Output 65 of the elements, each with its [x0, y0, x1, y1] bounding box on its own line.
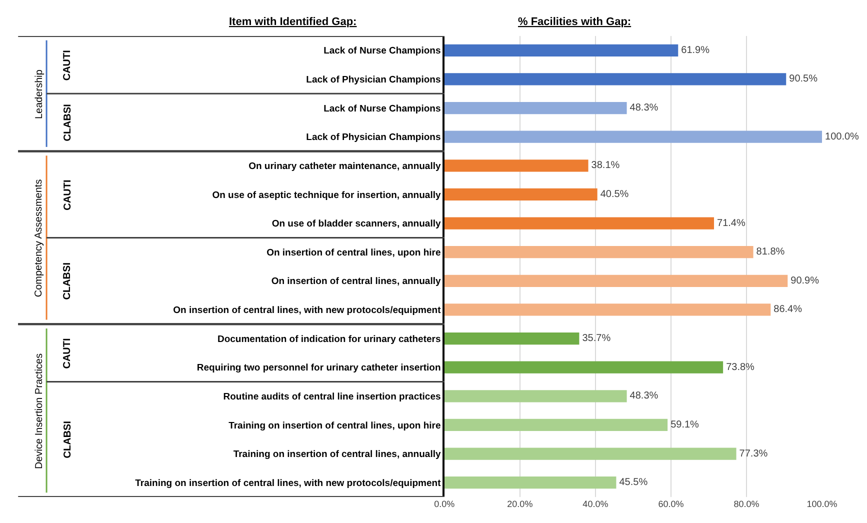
data-label: 35.7% [582, 333, 611, 344]
text: CLABSI [62, 420, 74, 458]
bar [444, 418, 668, 432]
data-label: 90.5% [789, 74, 818, 85]
bar [444, 476, 616, 489]
bar [444, 102, 627, 114]
data-label: 81.8% [756, 246, 785, 258]
bar [444, 130, 822, 143]
y-tick-label: On insertion of central lines, upon hire [266, 247, 441, 258]
y-tick-label: Requiring two personnel for urinary catheter insertion [196, 362, 441, 374]
y-tick-label: Training on insertion of central lines, upon hire [228, 420, 441, 432]
data-label: 40.5% [600, 188, 629, 200]
y-tick-label: Lack of Nurse Champions [324, 103, 441, 114]
y-tick-label: Routine audits of central line insertion practices [223, 391, 441, 402]
text: CLABSI [62, 104, 74, 142]
y-tick-label: On insertion of central lines, annually [271, 276, 442, 288]
data-label: 71.4% [717, 218, 746, 229]
y-tick-label: Lack of Physician Champions [306, 74, 441, 86]
data-label: 48.3% [630, 390, 658, 402]
text: CAUTI [62, 338, 73, 369]
bar [444, 448, 736, 460]
bar [444, 160, 588, 172]
data-label: 61.9% [681, 44, 710, 56]
y-tick-label: On use of bladder scanners, annually [272, 218, 442, 230]
y-axis-title: Item with Identified Gap: [229, 16, 357, 28]
bar [444, 304, 771, 316]
data-label: 73.8% [726, 362, 755, 373]
bar [444, 332, 580, 345]
x-tick-label: 100.0% [806, 499, 838, 509]
data-label: 59.1% [670, 419, 700, 430]
y-tick-label: On urinary catheter maintenance, annually [248, 160, 442, 172]
data-label: 90.9% [790, 275, 820, 286]
y-tick-label: Lack of Nurse Champions [324, 46, 441, 57]
data-label: 48.3% [630, 102, 658, 114]
bar [444, 246, 754, 258]
bar [444, 217, 714, 230]
data-label: 100.0% [825, 131, 860, 142]
bar [444, 274, 788, 287]
y-tick-label: On insertion of central lines, with new protocols/equipment [173, 305, 442, 316]
text: CLABSI [62, 262, 73, 300]
bar [444, 73, 786, 86]
y-tick-label: Training on insertion of central lines, annually [233, 449, 442, 460]
x-tick-label: 80.0% [734, 499, 760, 509]
text: CAUTI [62, 50, 74, 81]
y-tick-label: Documentation of indication for urinary catheters [217, 334, 441, 345]
y-tick-label: On use of aseptic technique for insertion, annually [212, 190, 442, 201]
x-tick-label: 20.0% [507, 499, 533, 509]
data-label: 86.4% [774, 304, 802, 316]
chart-title: % Facilities with Gap: [518, 16, 632, 28]
data-label: 38.1% [591, 160, 620, 172]
data-label: 77.3% [739, 448, 768, 460]
text: CAUTI [62, 180, 74, 210]
bar [444, 188, 598, 201]
data-label: 45.5% [619, 477, 648, 488]
text: Competency Assessments [34, 179, 45, 298]
x-tick-label: 60.0% [658, 499, 684, 509]
y-tick-label: Lack of Physician Champions [306, 132, 441, 144]
text: Device Insertion Practices [34, 353, 45, 469]
bar [444, 390, 627, 402]
bar [444, 44, 678, 56]
bar [444, 361, 724, 374]
y-tick-label: Training on insertion of central lines, with new protocols/equipment [135, 478, 442, 489]
x-tick-label: 0.0% [434, 499, 455, 509]
text: Leadership [34, 69, 45, 120]
x-tick-label: 40.0% [582, 499, 608, 509]
